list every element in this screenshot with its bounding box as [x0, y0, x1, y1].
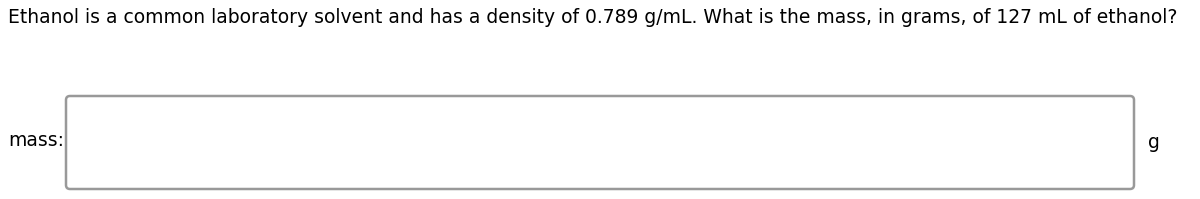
FancyBboxPatch shape: [66, 96, 1134, 189]
Text: Ethanol is a common laboratory solvent and has a density of 0.789 g/mL. What is : Ethanol is a common laboratory solvent a…: [8, 8, 1177, 27]
Text: mass:: mass:: [8, 131, 64, 149]
Text: g: g: [1148, 134, 1160, 152]
